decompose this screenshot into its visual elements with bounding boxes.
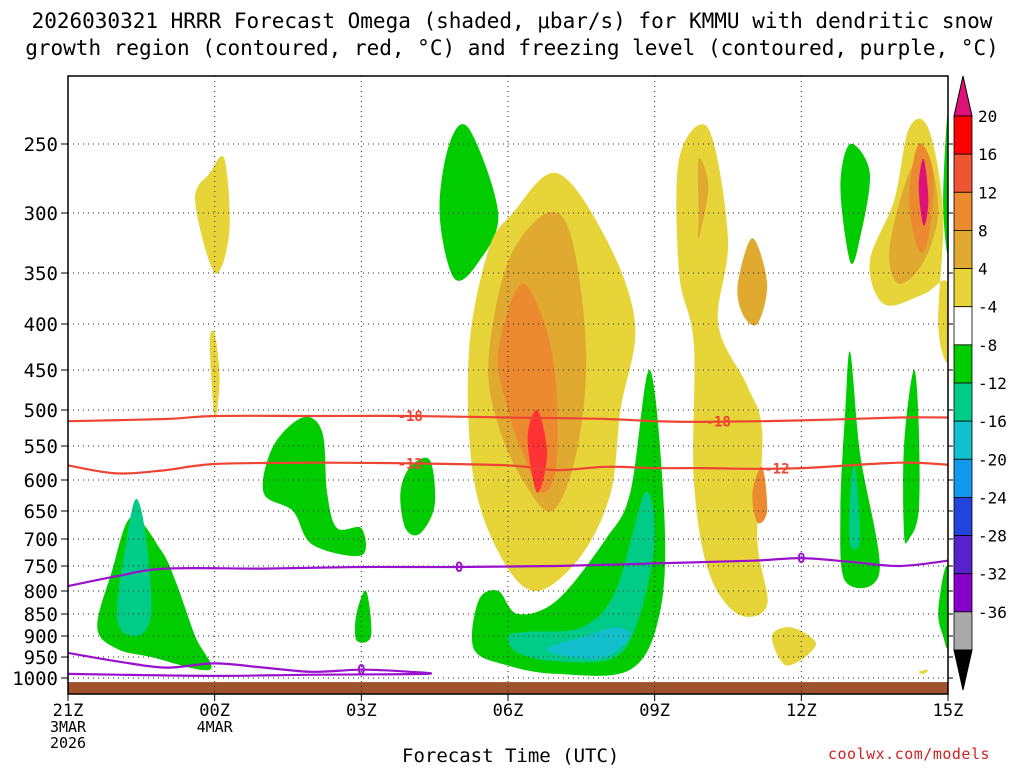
colorbar-label-12: -32 [978, 565, 1007, 584]
omega-region-27 [903, 369, 920, 544]
omega-region-18 [752, 466, 768, 524]
colorbar-swatch-5 [953, 306, 973, 346]
contour-line-2 [68, 461, 948, 475]
y-tick-label-550: 550 [24, 436, 58, 458]
colorbar-label-13: -36 [978, 603, 1007, 622]
colorbar-label-6: -8 [978, 336, 997, 355]
y-tick-label-1000: 1000 [12, 668, 58, 690]
colorbar-swatch-9 [953, 458, 973, 498]
x-tick-label-1-0: 00Z [199, 701, 230, 721]
omega-region-26 [918, 158, 929, 226]
omega-region-21 [840, 351, 880, 589]
y-tick-label-350: 350 [24, 263, 58, 285]
colorbar-swatch-12 [953, 573, 973, 613]
colorbar-swatch-4 [953, 268, 973, 308]
title-line-1: 2026030321 HRRR Forecast Omega (shaded, … [31, 9, 993, 33]
x-tick-label-1-1: 4MAR [197, 718, 234, 736]
omega-region-6 [354, 590, 372, 643]
omega-region-3 [116, 498, 152, 637]
colorbar-swatch-7 [953, 382, 973, 422]
y-tick-label-250: 250 [24, 134, 58, 156]
colorbar-swatch-8 [953, 420, 973, 460]
omega-region-22 [849, 465, 861, 550]
y-tick-label-600: 600 [24, 470, 58, 492]
y-tick-label-850: 850 [24, 604, 58, 626]
contour-label-0: -18 [398, 409, 423, 425]
contour-label-6: 0 [357, 663, 365, 679]
y-tick-label-450: 450 [24, 360, 58, 382]
omega-region-17 [737, 238, 768, 326]
x-tick-label-0-0: 21Z [53, 701, 84, 721]
x-tick-label-4-0: 09Z [639, 701, 670, 721]
x-tick-label-5-0: 12Z [786, 701, 817, 721]
omega-region-5 [400, 457, 436, 536]
omega-region-14 [546, 627, 631, 659]
colorbar-label-1: 16 [978, 145, 997, 164]
colorbar-swatch-13 [953, 611, 973, 651]
omega-region-7 [439, 124, 499, 281]
colorbar-label-3: 8 [978, 221, 988, 240]
contour-line-0 [68, 414, 948, 424]
y-tick-label-650: 650 [24, 501, 58, 523]
contour-line-6 [68, 651, 433, 678]
omega-region-4 [262, 416, 367, 557]
x-tick-label-2-0: 03Z [346, 701, 377, 721]
omega-region-11 [527, 409, 548, 493]
omega-region-29 [943, 112, 948, 253]
colorbar-label-8: -16 [978, 412, 1007, 431]
colorbar-swatch-6 [953, 344, 973, 384]
y-tick-label-800: 800 [24, 581, 58, 603]
contour-label-4: 0 [455, 560, 463, 576]
omega-region-28 [938, 565, 948, 649]
colorbar-label-9: -20 [978, 450, 1007, 469]
y-tick-label-900: 900 [24, 626, 58, 648]
plot-area: -18 -18 -12 -12 0 0 0 [68, 76, 948, 694]
title-line-2: growth region (contoured, red, °C) and f… [25, 36, 999, 60]
colorbar-bottom-arrow [953, 649, 973, 691]
contour-line-4 [68, 556, 948, 588]
omega-region-13 [507, 491, 655, 663]
omega-region-0 [195, 155, 230, 274]
colorbar-swatch-10 [953, 497, 973, 536]
y-tick-label-400: 400 [24, 314, 58, 336]
x-tick-label-0-1: 3MAR [50, 718, 87, 736]
x-tick-label-0-2: 2026 [50, 734, 86, 752]
colorbar-label-7: -12 [978, 374, 1007, 393]
y-tick-label-500: 500 [24, 400, 58, 422]
contour-label-2: -12 [398, 456, 423, 472]
x-axis-label: Forecast Time (UTC) [402, 745, 620, 767]
y-tick-label-950: 950 [24, 647, 58, 669]
x-tick-label-3-0: 06Z [493, 701, 524, 721]
omega-region-15 [676, 124, 768, 617]
omega-region-2 [97, 516, 212, 671]
contour-label-5: 0 [797, 551, 805, 567]
colorbar-swatch-0 [953, 115, 973, 155]
omega-region-1 [209, 330, 220, 419]
ground-fill [68, 682, 948, 694]
colorbar-swatch-2 [953, 191, 973, 231]
omega-region-19 [771, 627, 817, 666]
contour-label-3: -12 [764, 461, 789, 477]
colorbar-top-arrow [953, 75, 973, 117]
omega-region-16 [697, 158, 709, 239]
credit-text: coolwx.com/models [828, 745, 991, 763]
chart-title: 2026030321 HRRR Forecast Omega (shaded, … [0, 8, 1024, 62]
omega-region-30 [918, 669, 929, 674]
x-tick-label-6-0: 15Z [933, 701, 964, 721]
colorbar-label-4: 4 [978, 260, 988, 279]
colorbar-swatch-1 [953, 153, 973, 193]
y-tick-label-700: 700 [24, 529, 58, 551]
colorbar-swatch-3 [953, 230, 973, 269]
colorbar-label-5: -4 [978, 298, 997, 317]
colorbar-label-11: -28 [978, 527, 1007, 546]
colorbar-label-2: 12 [978, 183, 997, 202]
colorbar-label-0: 20 [978, 107, 997, 126]
y-tick-label-750: 750 [24, 556, 58, 578]
omega-region-20 [840, 143, 871, 264]
colorbar-swatch-11 [953, 535, 973, 575]
y-tick-label-300: 300 [24, 203, 58, 225]
contour-label-1: -18 [706, 415, 731, 431]
colorbar-label-10: -24 [978, 488, 1007, 507]
